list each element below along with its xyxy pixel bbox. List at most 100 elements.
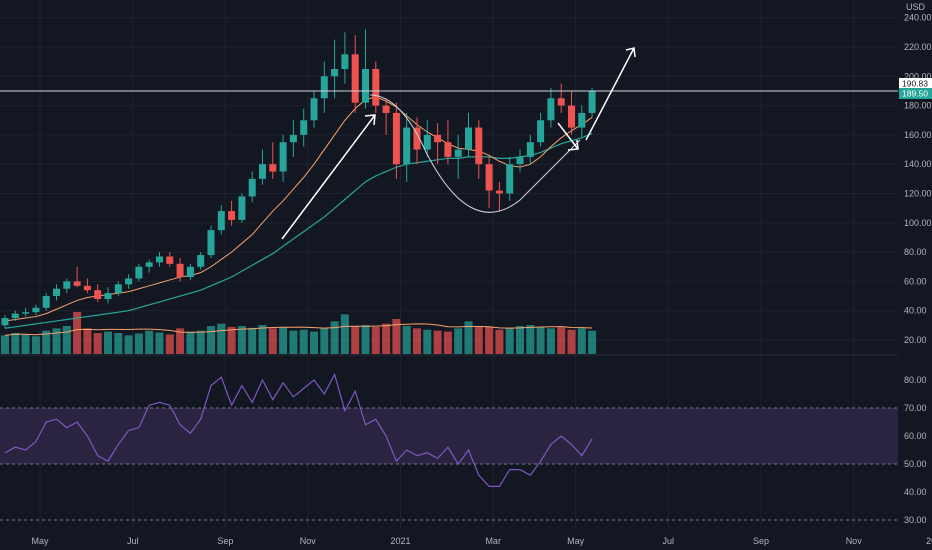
volume-bar [526,325,535,354]
price-tick-label: 220.00 [904,42,932,52]
volume-bar [165,334,174,354]
volume-bar [217,323,226,354]
time-tick-label: 2022 [926,536,932,546]
rsi-tick-label: 30.00 [904,515,927,525]
breakout-arrow [585,47,635,141]
volume-bar [464,321,473,354]
time-tick-label: 2021 [390,536,410,546]
volume-bar [320,328,329,354]
volume-bar [485,326,494,354]
candle-body [11,313,19,319]
candle-body [392,112,400,165]
volume-bar [248,327,257,354]
candle-body [186,266,194,278]
time-tick-label: Jul [663,536,675,546]
candle-body [310,98,318,121]
volume-bar [577,328,586,354]
volume-bar [330,321,339,354]
volume-bar [392,319,401,354]
rsi-tick-label: 40.00 [904,487,927,497]
candle-body [73,281,81,286]
candle-body [557,98,565,106]
volume-bar [402,326,411,354]
volume-bar [557,327,566,354]
candle-body [320,76,328,99]
candle-body [238,196,246,220]
currency-label: USD [906,2,926,12]
volume-bar [546,328,555,354]
price-tick-label: 20.00 [904,335,927,345]
time-tick-label: Mar [485,536,501,546]
level-tag [899,88,932,99]
rsi-pane [0,354,898,521]
candle-body [341,54,349,69]
volume-bar [299,329,308,354]
volume-bar [505,328,514,354]
volume-bar [289,330,298,354]
volume-bar [31,336,40,354]
uptrend-arrow-head [364,114,376,126]
candle-body [104,293,112,299]
volume-bar [351,326,360,354]
rsi-tick-label: 60.00 [904,431,927,441]
candle-body [475,127,483,165]
candle-body [351,54,359,103]
candle-body [403,127,411,165]
volume-bar [495,329,504,354]
candle-body [63,281,71,289]
time-tick-label: Nov [846,536,863,546]
price-tick-label: 80.00 [904,247,927,257]
volume-bar [134,333,143,354]
sma-long-line [4,132,593,329]
candle-body [156,256,163,263]
volume-bar [93,333,102,354]
time-tick-label: Nov [300,536,317,546]
candle-body [135,266,143,279]
candle-body [382,105,390,113]
sma-short-line [4,96,593,322]
candle-body [444,142,452,157]
time-tick-label: May [31,536,49,546]
candle-body [547,98,555,121]
candle-body [83,285,91,291]
candle-body [22,312,30,314]
candle-body [413,127,421,150]
rsi-band [0,408,898,464]
moving-averages [4,96,593,336]
volume-bar [279,326,288,354]
volume-bar [155,332,164,354]
candle-body [228,211,236,220]
volume-bar [413,328,421,354]
volume-bar [196,330,205,354]
candle-body [125,278,133,285]
candle-body [588,90,596,113]
volume-bar [423,329,432,354]
volume-bar [310,331,318,354]
last-close-value: 190.83 [902,79,928,89]
candle-body [362,68,369,103]
handle-arrow [557,122,579,150]
volume-bars [1,312,597,354]
volume-bar [42,330,51,354]
candle-body [176,263,184,278]
volume-bar [52,328,61,354]
time-axis: MayJulSepNov2021MarMayJulSepNov2022Mar [31,536,932,546]
volume-bar [104,331,112,354]
candle-body [526,142,534,157]
candlesticks [1,29,596,329]
price-tick-label: 40.00 [904,306,927,316]
level-value: 189.50 [902,89,928,99]
time-tick-label: May [567,536,585,546]
candle-body [300,120,308,135]
candle-body [269,164,277,172]
volume-bar [474,326,483,354]
candle-body [568,105,575,128]
volume-bar [227,326,236,354]
handle-arrow-head [567,139,579,151]
cup-shape [369,94,581,213]
rsi-axis: 30.00 40.00 50.00 60.00 70.00 80.00 [904,375,927,525]
volume-bar [237,326,246,354]
candle-body [207,230,215,256]
volume-bar [207,326,215,354]
